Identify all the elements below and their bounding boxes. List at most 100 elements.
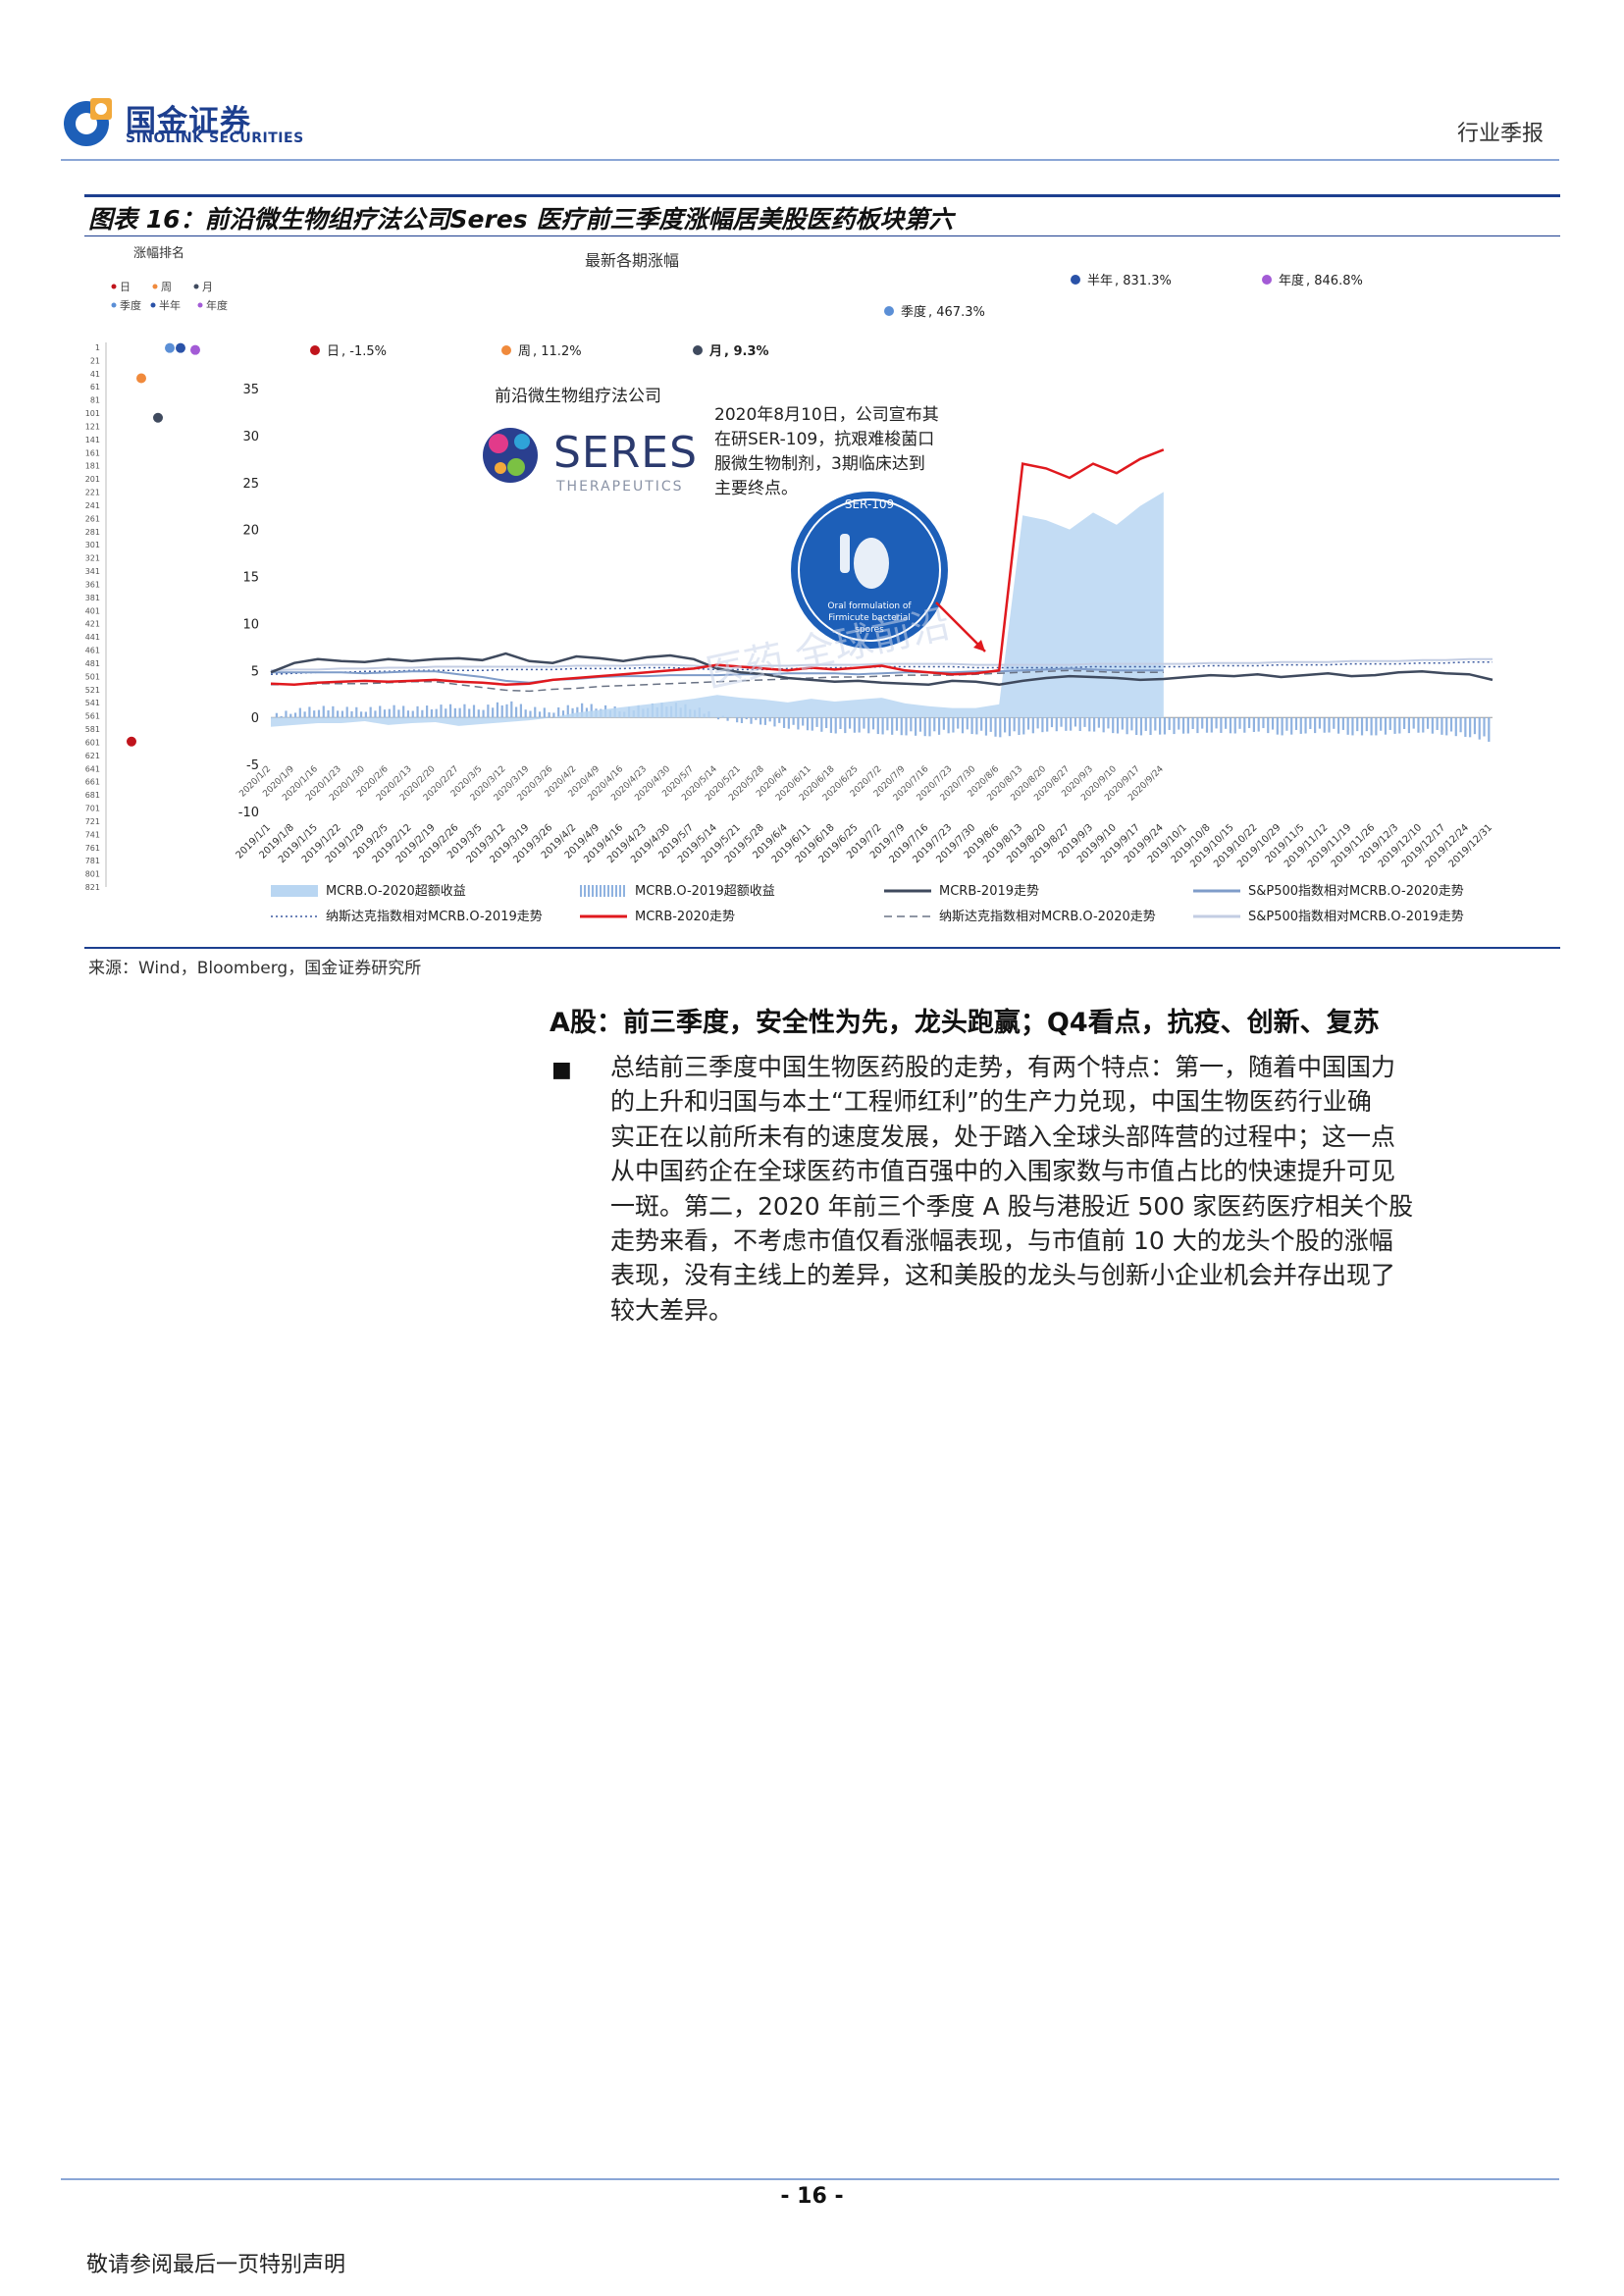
excess-2019-bar [1336, 717, 1340, 734]
excess-2019-bar [458, 707, 461, 718]
excess-2019-bar [1314, 717, 1317, 734]
excess-2019-bar [1041, 717, 1044, 733]
period-legend-dot [111, 302, 117, 308]
excess-2019-bar [1412, 717, 1415, 729]
x-axis-2020: 2020/1/22020/1/92020/1/162020/1/232020/1… [237, 764, 1166, 804]
excess-2019-bar [1370, 717, 1373, 736]
excess-2019-bar [1469, 717, 1472, 738]
annotation-line: 主要终点。 [714, 479, 798, 498]
excess-2019-bar [1393, 717, 1396, 734]
excess-2019-bar [825, 717, 828, 729]
excess-2019-bar [1309, 717, 1312, 730]
excess-2019-bar [1168, 717, 1171, 730]
excess-2019-bar [1102, 717, 1105, 733]
excess-2019-bar [1422, 717, 1425, 733]
excess-2019-bar [1191, 717, 1194, 730]
period-legend-dot [111, 284, 117, 289]
excess-2019-bar [863, 717, 865, 729]
excess-2019-bar [750, 717, 753, 724]
ranking-dot [165, 342, 175, 353]
excess-2019-bar [1046, 717, 1049, 732]
period-return-dot [884, 306, 894, 316]
excess-2019-bar [1388, 717, 1391, 730]
badge-title: SER-109 [845, 497, 894, 511]
excess-2019-bar [519, 704, 522, 718]
y-tick-label: 30 [242, 430, 259, 444]
ranking-tick-label: 341 [85, 567, 100, 576]
excess-2019-bar [937, 717, 941, 735]
excess-2019-bar [1384, 717, 1388, 735]
excess-2019-bar [1154, 717, 1157, 731]
excess-2019-bar [1050, 717, 1054, 728]
excess-2019-bar [773, 717, 776, 727]
period-returns: 日, -1.5% 周, 11.2% 月, 9.3% 季度, 467.3% 半年, 831… [310, 273, 1363, 359]
ranking-tick-label: 61 [90, 383, 100, 391]
annotation-line: 服微生物制剂，3期临床达到 [714, 454, 925, 474]
y-tick-label: 15 [242, 571, 259, 586]
chart-canvas: 涨幅排名 12141618110112114116118120122124126… [85, 245, 1494, 924]
excess-2019-bar [332, 705, 335, 718]
seres-logo-subtext: THERAPEUTICS [555, 479, 684, 495]
period-return-label: 季度 [901, 304, 926, 320]
excess-2019-bar [768, 717, 771, 722]
excess-2019-bar [947, 717, 950, 734]
ranking-tick-label: 541 [85, 699, 100, 707]
excess-2019-bar [726, 717, 729, 721]
ranking-tick-label: 801 [85, 870, 100, 879]
excess-2019-bar [440, 704, 443, 718]
excess-2019-bar [1417, 717, 1420, 733]
excess-2019-bar [1205, 717, 1209, 733]
excess-2019-bar [1008, 717, 1011, 737]
period-legend: 日 周 月季度 半年 年度 [111, 281, 228, 312]
excess-2019-bar [1173, 717, 1176, 735]
excess-2019-bar [994, 717, 997, 737]
excess-2019-bar [1360, 717, 1364, 736]
ranking-tick-label: 641 [85, 764, 100, 773]
excess-2019-bar [492, 707, 495, 718]
excess-2019-bar [581, 703, 584, 718]
ranking-tick-label: 741 [85, 830, 100, 839]
excess-2019-bar [345, 706, 348, 718]
badge-caption-line: Firmicute bacterial [828, 613, 911, 623]
excess-2019-bar [402, 705, 405, 718]
legend-swatch [619, 885, 621, 897]
excess-2019-bar [891, 717, 894, 735]
figure-chart: 涨幅排名 1 21 41 61 81 101 121 141 161 181 201 221 241 26… [84, 239, 1560, 944]
excess-2019-bar [406, 710, 410, 718]
legend-swatch [584, 885, 586, 897]
company-cn-name: 前沿微生物组疗法公司 [495, 387, 661, 406]
excess-2019-bar [552, 712, 555, 718]
excess-2019-bar [1271, 717, 1275, 730]
excess-2020-area [271, 492, 1164, 727]
excess-2019-bar [867, 717, 870, 734]
period-legend-dot [193, 284, 199, 289]
excess-2019-bar [1083, 717, 1086, 727]
excess-2019-bar [543, 707, 546, 718]
legend-swatch [600, 885, 602, 897]
excess-2019-bar [1328, 717, 1331, 733]
logo-text-en: SINOLINK SECURITIES [126, 130, 304, 146]
excess-2019-bar [905, 717, 908, 736]
ranking-tick-label: 561 [85, 712, 100, 721]
ranking-dot [176, 342, 185, 353]
excess-2019-bar [1243, 717, 1246, 733]
ranking-tick-label: 21 [90, 356, 100, 365]
excess-2019-bar [411, 710, 414, 718]
excess-2019-bar [571, 707, 574, 718]
excess-2019-bar [1112, 717, 1115, 734]
paragraph-line: 较大差异。 [610, 1295, 734, 1325]
excess-2019-bar [1318, 717, 1322, 729]
ranking-dots [127, 342, 200, 747]
ranking-tick-label: 461 [85, 647, 100, 655]
legend-swatch [592, 885, 594, 897]
excess-2019-bar [364, 711, 367, 718]
excess-2019-bar [445, 708, 447, 718]
period-return-dot [501, 345, 511, 355]
legend-label: MCRB.O-2019超额收益 [635, 884, 775, 899]
period-return-dot [310, 345, 320, 355]
ranking-tick-label: 381 [85, 594, 100, 602]
excess-2019-bar [285, 710, 288, 718]
header-divider [61, 159, 1559, 161]
ranking-tick-label: 521 [85, 686, 100, 695]
legend-label: MCRB-2019走势 [939, 883, 1039, 899]
